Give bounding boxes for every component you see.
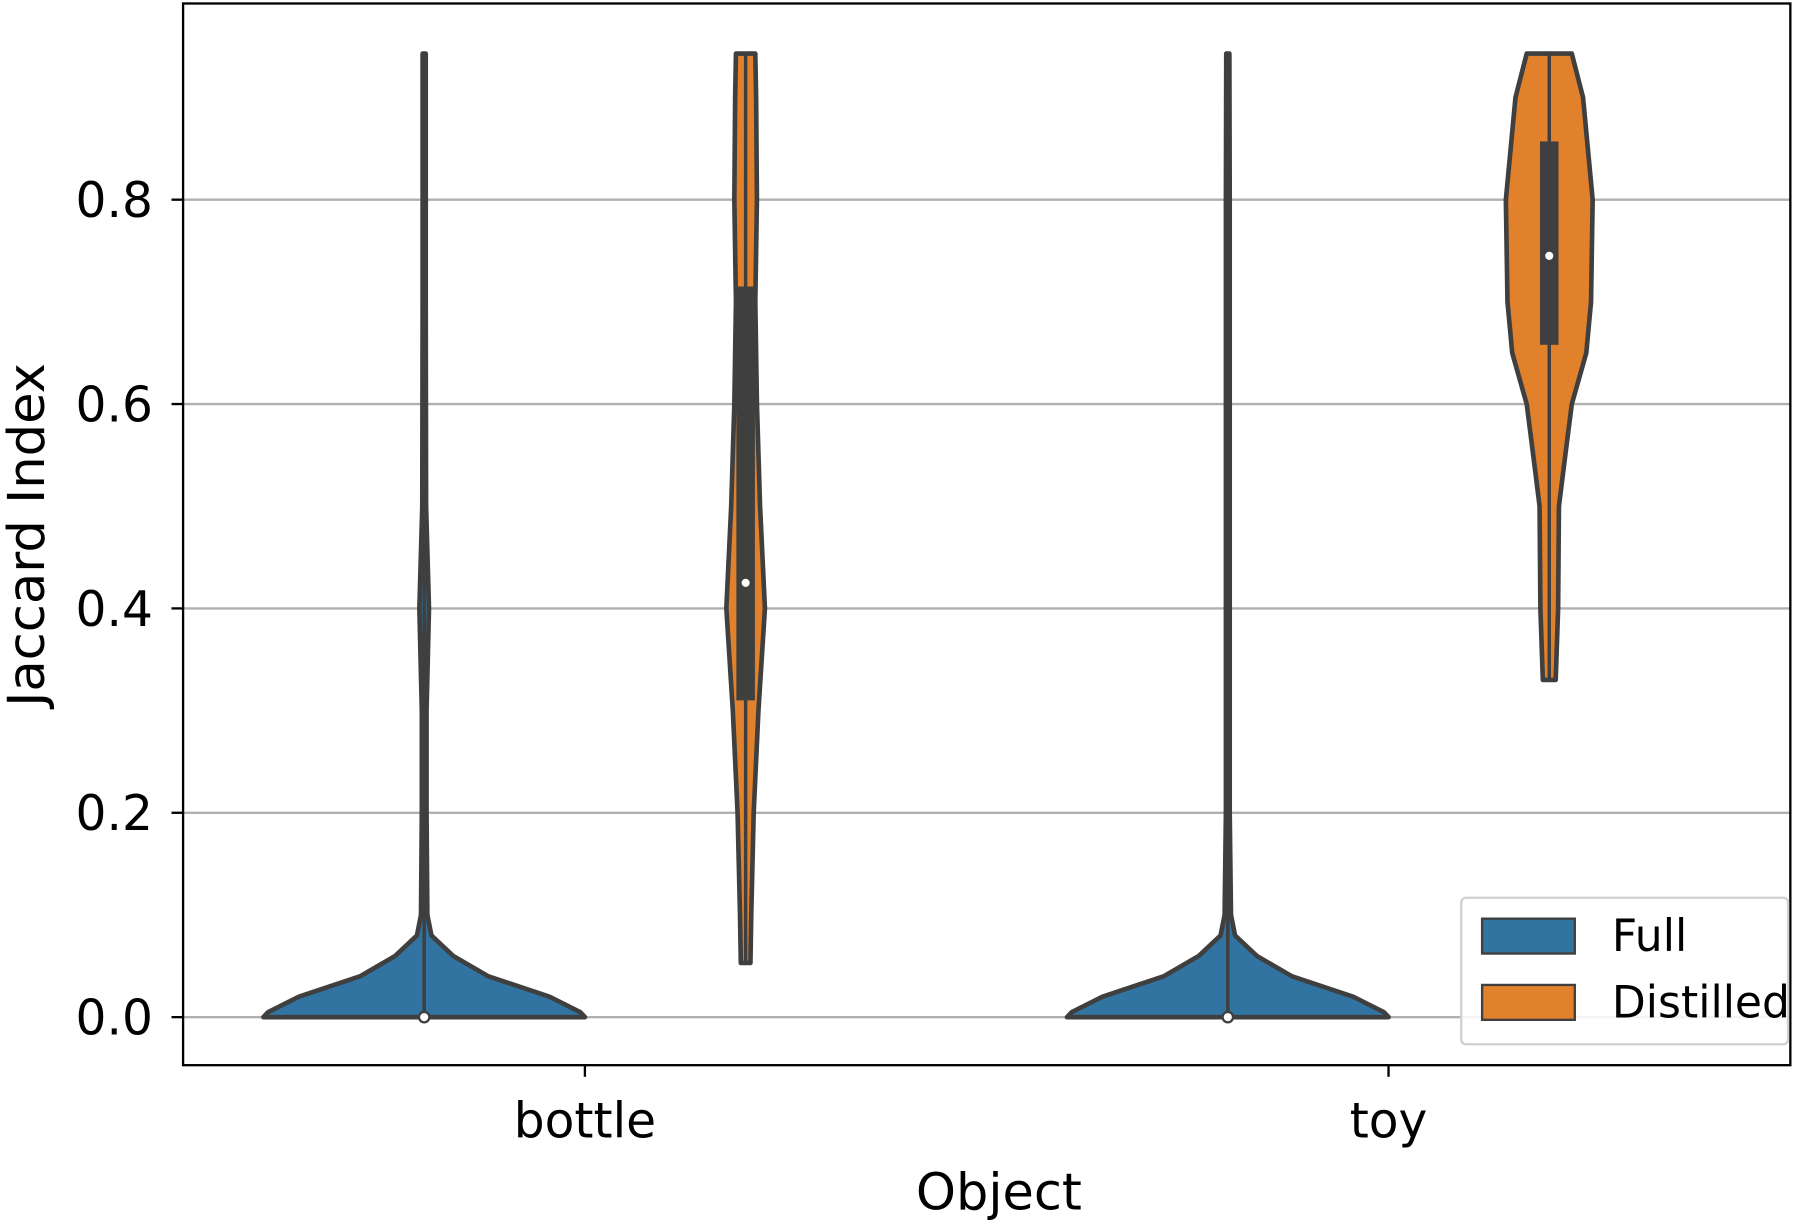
legend-swatch: [1480, 917, 1576, 955]
y-tick-label: 0.8: [76, 173, 153, 229]
y-tick-label: 0.2: [76, 786, 153, 842]
iqr-box: [736, 286, 755, 701]
x-axis-label: Object: [916, 1163, 1082, 1221]
median-dot: [1542, 249, 1556, 263]
y-tick-label: 0.4: [76, 582, 153, 638]
legend-label: Full: [1612, 911, 1687, 962]
iqr-box: [1539, 141, 1559, 345]
x-tick-label: bottle: [514, 1093, 656, 1149]
y-tick-label: 0.6: [76, 377, 153, 433]
legend-swatch: [1480, 983, 1576, 1021]
y-axis-label: Jaccard Index: [0, 363, 57, 710]
median-dot: [1221, 1010, 1235, 1024]
x-tick-label: toy: [1350, 1093, 1428, 1149]
median-dot: [739, 576, 753, 590]
plot-frame: [181, 2, 1792, 1067]
y-tick-label: 0.0: [76, 991, 153, 1047]
legend-label: Distilled: [1612, 977, 1790, 1028]
median-dot: [417, 1010, 431, 1024]
